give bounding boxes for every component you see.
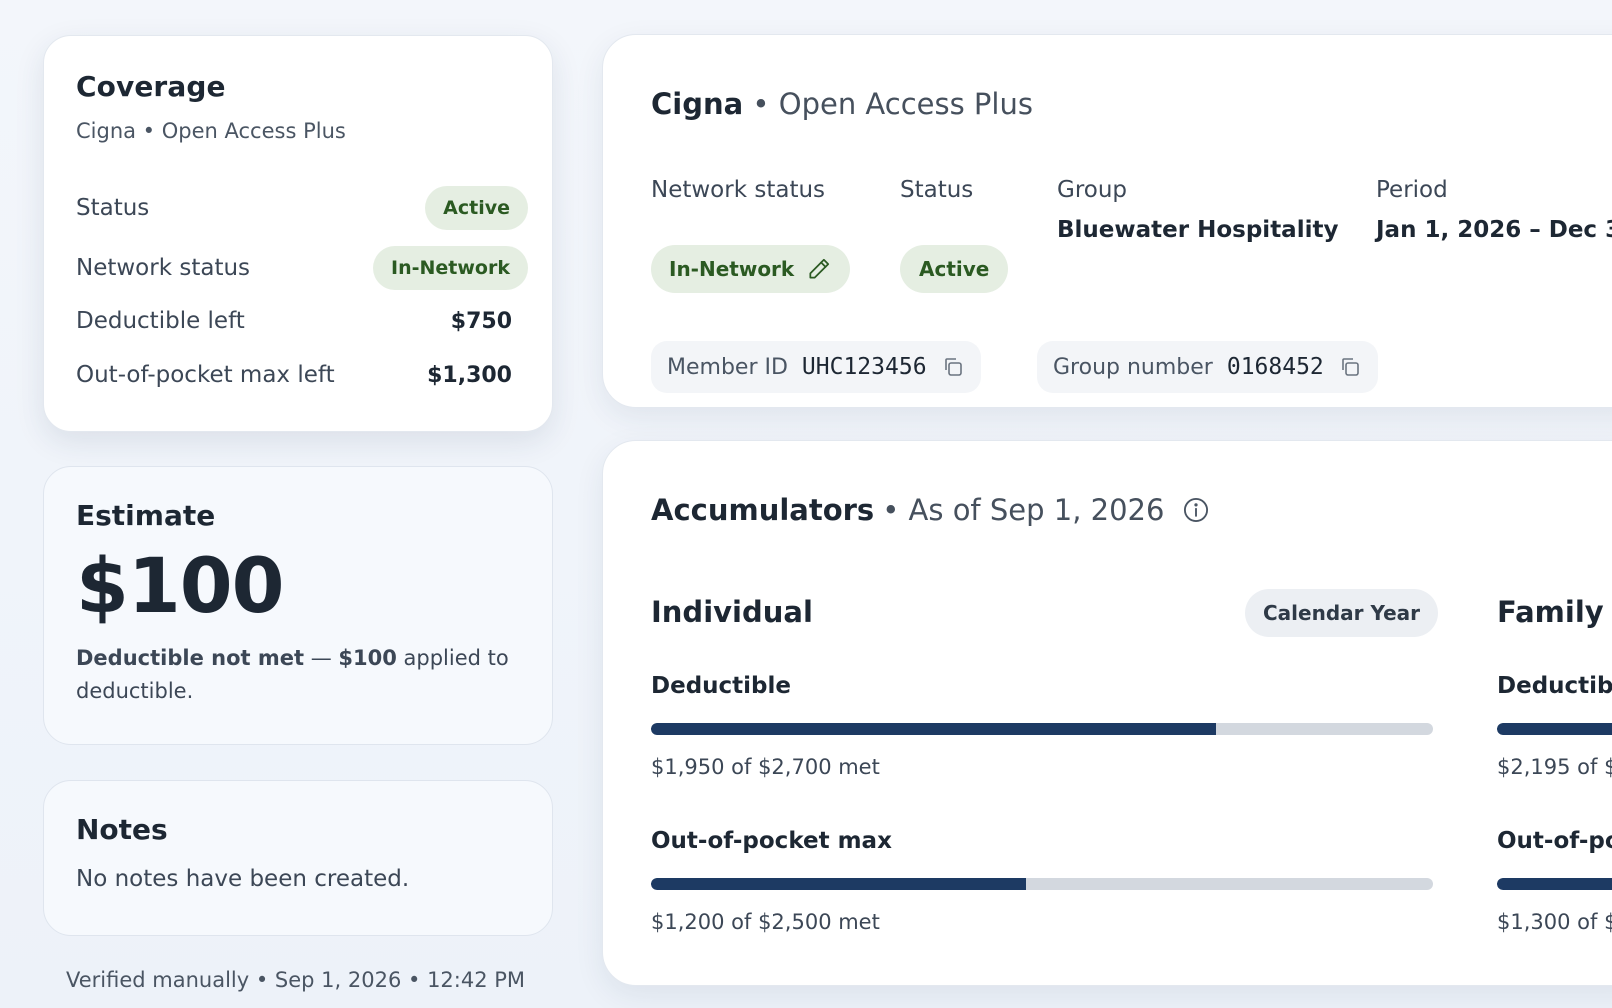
estimate-card: Estimate $100 Deductible not met — $100 … xyxy=(43,466,553,745)
network-status-field: Network status xyxy=(651,177,825,203)
individual-oop-progress xyxy=(651,878,1433,890)
network-status-badge: In-Network xyxy=(373,246,528,290)
notes-card: Notes No notes have been created. xyxy=(43,780,553,936)
plan-title: Cigna • Open Access Plus xyxy=(651,87,1033,121)
network-status-field-label: Network status xyxy=(651,177,826,203)
oop-left-value: $1,300 xyxy=(427,362,512,388)
individual-deductible: Deductible $1,950 of $2,700 met xyxy=(651,673,1433,779)
notes-title: Notes xyxy=(76,813,168,846)
oop-left-label: Out-of-pocket max left xyxy=(76,362,335,388)
plan-insurer: Cigna xyxy=(651,87,744,121)
accumulators-as-of: • As of Sep 1, 2026 xyxy=(882,493,1165,527)
family-deductible-caption: $2,195 of $5 xyxy=(1497,755,1612,779)
copy-icon[interactable] xyxy=(1338,355,1362,379)
individual-deductible-label: Deductible xyxy=(651,673,791,699)
estimate-desc-mid: — xyxy=(304,645,339,670)
status-badge: Active xyxy=(425,186,528,230)
coverage-title: Coverage xyxy=(76,70,226,103)
family-deductible: Deductible $2,195 of $5 xyxy=(1497,673,1612,779)
coverage-subtitle: Cigna • Open Access Plus xyxy=(76,119,346,143)
individual-deductible-progress xyxy=(651,723,1433,735)
family-oop: Out-of-pocket max $1,300 of $5 xyxy=(1497,828,1612,934)
network-status-pill[interactable]: In-Network xyxy=(651,245,851,293)
verified-footer: Verified manually • Sep 1, 2026 • 12:42 … xyxy=(66,968,526,992)
coverage-row-oop: Out-of-pocket max left $1,300 xyxy=(76,362,520,388)
plan-name: • Open Access Plus xyxy=(743,87,1033,121)
member-id-value: UHC123456 xyxy=(801,354,927,380)
member-id-label: Member ID xyxy=(667,354,788,380)
family-oop-progress xyxy=(1497,878,1612,890)
network-status-label: Network status xyxy=(76,255,251,281)
family-oop-caption: $1,300 of $5 xyxy=(1497,910,1612,934)
family-heading: Family xyxy=(1497,595,1604,629)
family-oop-label: Out-of-pocket max xyxy=(1497,828,1612,854)
individual-heading: Individual xyxy=(651,595,813,629)
period-field: Period Jan 1, 2026 – Dec 31, 2026 xyxy=(1376,177,1612,243)
estimate-desc-bold1: Deductible not met xyxy=(76,645,305,670)
group-label: Group xyxy=(1057,177,1128,203)
notes-empty-text: No notes have been created. xyxy=(76,866,410,892)
period-label: Period xyxy=(1376,177,1448,203)
status-field-label: Status xyxy=(900,177,974,203)
estimate-desc-bold2: $100 xyxy=(338,645,397,670)
family-deductible-progress xyxy=(1497,723,1612,735)
estimate-desc-rest: applied to deductible. xyxy=(76,645,509,704)
individual-deductible-caption: $1,950 of $2,700 met xyxy=(651,755,880,779)
status-label: Status xyxy=(76,195,150,221)
info-icon[interactable] xyxy=(1182,496,1210,524)
accumulators-card: Accumulators • As of Sep 1, 2026 Individ… xyxy=(602,440,1612,986)
group-field: Group Bluewater Hospitality xyxy=(1057,177,1338,243)
accumulators-heading: Accumulators xyxy=(651,493,875,527)
individual-oop-caption: $1,200 of $2,500 met xyxy=(651,910,880,934)
member-id-chip: Member ID UHC123456 xyxy=(651,341,981,393)
status-pill-text: Active xyxy=(919,257,990,281)
group-value: Bluewater Hospitality xyxy=(1057,217,1339,243)
period-value: Jan 1, 2026 – Dec 31, 2026 xyxy=(1376,217,1612,243)
coverage-row-status: Status Active xyxy=(76,186,528,230)
individual-deductible-progress-fill xyxy=(651,723,1216,735)
estimate-description: Deductible not met — $100 applied to ded… xyxy=(76,642,520,709)
accumulators-title: Accumulators • As of Sep 1, 2026 xyxy=(651,493,1210,527)
family-oop-progress-fill xyxy=(1497,878,1612,890)
coverage-row-deductible: Deductible left $750 xyxy=(76,308,520,334)
family-deductible-label: Deductible xyxy=(1497,673,1612,699)
deductible-left-label: Deductible left xyxy=(76,308,245,334)
family-deductible-progress-fill xyxy=(1497,723,1612,735)
coverage-card: Coverage Cigna • Open Access Plus Status… xyxy=(43,35,553,432)
group-number-value: 0168452 xyxy=(1226,354,1324,380)
status-field: Status xyxy=(900,177,973,203)
status-pill: Active xyxy=(900,245,1009,293)
network-status-pill-text: In-Network xyxy=(669,257,795,281)
individual-oop: Out-of-pocket max $1,200 of $2,500 met xyxy=(651,828,1433,934)
pencil-edit-icon[interactable] xyxy=(806,256,832,282)
copy-icon[interactable] xyxy=(941,355,965,379)
coverage-row-network: Network status In-Network xyxy=(76,246,528,290)
individual-oop-label: Out-of-pocket max xyxy=(651,828,892,854)
group-number-label: Group number xyxy=(1053,354,1213,380)
individual-oop-progress-fill xyxy=(651,878,1027,890)
deductible-left-value: $750 xyxy=(450,308,512,334)
estimate-title: Estimate xyxy=(76,499,216,532)
group-number-chip: Group number 0168452 xyxy=(1037,341,1378,393)
calendar-year-badge: Calendar Year xyxy=(1245,589,1439,637)
plan-card: Cigna • Open Access Plus Network status … xyxy=(602,34,1612,408)
estimate-amount: $100 xyxy=(76,541,285,630)
